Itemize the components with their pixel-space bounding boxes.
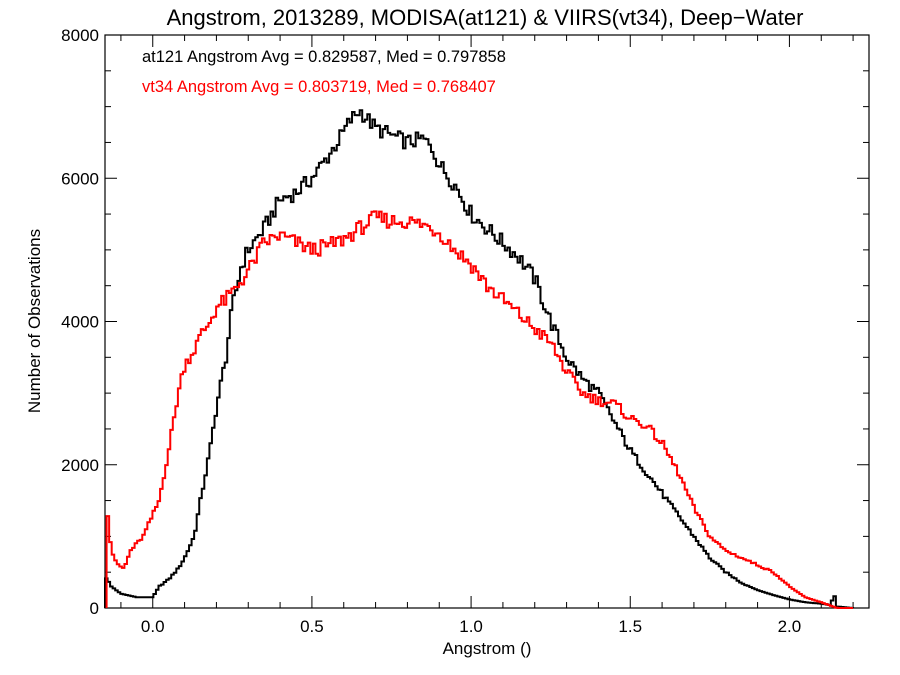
y-tick-label: 0 [90, 599, 99, 618]
annotation-vt34-stats: vt34 Angstrom Avg = 0.803719, Med = 0.76… [142, 78, 496, 96]
x-tick-label: 0.0 [141, 617, 165, 636]
x-tick-label: 1.0 [459, 617, 483, 636]
y-tick-label: 2000 [61, 456, 99, 475]
chart-title: Angstrom, 2013289, MODISA(at121) & VIIRS… [167, 5, 804, 30]
x-tick-label: 0.5 [300, 617, 324, 636]
y-tick-label: 8000 [61, 26, 99, 45]
x-axis-label: Angstrom () [443, 639, 532, 658]
x-tick-label: 2.0 [778, 617, 802, 636]
series-layer [104, 109, 855, 609]
annotation-at121-stats: at121 Angstrom Avg = 0.829587, Med = 0.7… [142, 48, 506, 66]
series-vt34-histogram [105, 210, 854, 609]
y-tick-label: 4000 [61, 313, 99, 332]
y-tick-label: 6000 [61, 169, 99, 188]
y-axis-label: Number of Observations [25, 229, 44, 413]
series-at121-histogram [104, 109, 855, 609]
x-tick-label: 1.5 [618, 617, 642, 636]
tick-marks [105, 34, 869, 609]
tick-labels: 0.0 0.5 1.0 1.5 2.0 0 2000 4000 6000 8000 [61, 26, 801, 636]
